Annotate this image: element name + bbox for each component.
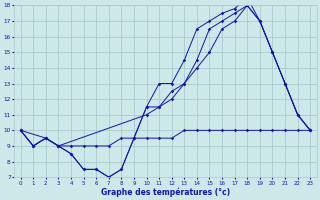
X-axis label: Graphe des températures (°c): Graphe des températures (°c) (101, 187, 230, 197)
